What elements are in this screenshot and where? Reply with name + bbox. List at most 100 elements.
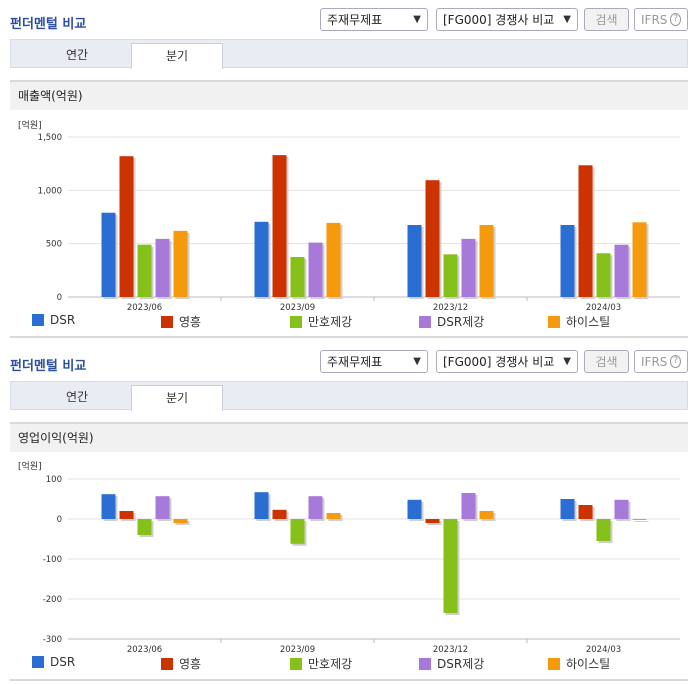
bar[interactable] [326, 513, 341, 519]
bar[interactable] [614, 244, 629, 297]
divider [10, 679, 688, 681]
chevron-down-icon: ▼ [563, 356, 571, 367]
x-tick-label: 2023/09 [280, 303, 315, 313]
legend-item[interactable]: DSR [32, 313, 75, 327]
bar[interactable] [479, 511, 494, 519]
operating-profit-chart: -300 -200 -100 0 100 2023/06 2023/09 2023/12 202… [43, 475, 680, 655]
compare-select[interactable]: [FG000] 경쟁사 비교 ▼ [436, 8, 578, 31]
legend-swatch [161, 657, 173, 670]
unit-label: [억원] [18, 121, 42, 131]
bar[interactable] [407, 499, 422, 519]
bar[interactable] [443, 519, 458, 613]
bar[interactable] [560, 499, 575, 519]
legend-label: DSR [50, 655, 76, 669]
bar[interactable] [272, 509, 287, 519]
bar[interactable] [119, 511, 134, 519]
legend-label: DSR [50, 313, 76, 327]
bar[interactable] [254, 492, 269, 519]
ifrs-button[interactable]: IFRS? [634, 8, 688, 31]
legend-swatch [290, 315, 302, 328]
bar[interactable] [119, 156, 134, 297]
bar[interactable] [137, 519, 152, 535]
bar[interactable] [578, 505, 593, 519]
bar[interactable] [308, 496, 323, 519]
legend-item[interactable]: 하이스틸 [548, 313, 610, 330]
y-tick-label: -100 [43, 555, 62, 565]
compare-select[interactable]: [FG000] 경쟁사 비교 ▼ [436, 350, 578, 373]
bar[interactable] [479, 225, 494, 297]
bar[interactable] [596, 519, 611, 541]
bar[interactable] [155, 238, 170, 297]
bar[interactable] [101, 494, 116, 519]
statement-select[interactable]: 주재무제표 ▼ [320, 350, 428, 373]
bar[interactable] [407, 225, 422, 297]
bar[interactable] [614, 499, 629, 519]
legend-item[interactable]: 하이스틸 [548, 655, 610, 672]
tab-quarterly[interactable]: 분기 [131, 43, 223, 69]
legend-swatch [419, 315, 431, 328]
bar[interactable] [425, 519, 440, 523]
search-button[interactable]: 검색 [584, 350, 629, 373]
help-icon: ? [670, 355, 681, 368]
chevron-down-icon: ▼ [413, 356, 421, 367]
x-tick-label: 2023/06 [127, 303, 162, 313]
ifrs-button[interactable]: IFRS? [634, 350, 688, 373]
tab-annual[interactable]: 연간 [65, 48, 89, 62]
y-tick-label: -200 [43, 595, 62, 605]
statement-select-value: 주재무제표 [327, 355, 383, 369]
bar[interactable] [632, 519, 647, 520]
bar[interactable] [461, 493, 476, 519]
section-title: 영업이익(억원) [10, 422, 688, 452]
bar-shadow [634, 521, 649, 522]
y-tick-label: 1,500 [38, 133, 62, 143]
bar[interactable] [596, 253, 611, 297]
legend-label: DSR제강 [437, 315, 485, 329]
bar[interactable] [578, 165, 593, 297]
legend-item[interactable]: 영흥 [161, 313, 201, 330]
ifrs-label: IFRS [641, 354, 668, 369]
legend-swatch [290, 657, 302, 670]
bar[interactable] [443, 254, 458, 297]
bar[interactable] [308, 242, 323, 297]
tab-quarterly[interactable]: 분기 [131, 385, 223, 411]
legend-swatch [419, 657, 431, 670]
statement-select[interactable]: 주재무제표 ▼ [320, 8, 428, 31]
x-tick-label: 2024/03 [586, 645, 621, 655]
y-tick-label: 500 [46, 240, 62, 250]
x-tick-label: 2024/03 [586, 303, 621, 313]
compare-select-value: [FG000] 경쟁사 비교 [443, 13, 555, 27]
legend-item[interactable]: DSR제강 [419, 313, 484, 330]
search-button[interactable]: 검색 [584, 8, 629, 31]
divider [10, 336, 688, 338]
bar[interactable] [632, 222, 647, 297]
panel-title: 펀더멘털 비교 [10, 359, 87, 374]
bar[interactable] [425, 180, 440, 297]
bar[interactable] [326, 222, 341, 297]
legend-swatch [32, 656, 44, 668]
legend-item[interactable]: 만호제강 [290, 655, 352, 672]
legend-swatch [548, 315, 560, 328]
y-tick-label: 100 [46, 475, 62, 485]
y-tick-label: 0 [57, 293, 62, 303]
legend-label: 영흥 [179, 315, 202, 329]
bar[interactable] [137, 244, 152, 297]
bar[interactable] [290, 257, 305, 297]
bar[interactable] [461, 238, 476, 297]
y-tick-label: 0 [57, 515, 62, 525]
bar[interactable] [101, 212, 116, 297]
bar[interactable] [290, 519, 305, 544]
bar[interactable] [254, 221, 269, 297]
tab-annual[interactable]: 연간 [65, 390, 89, 404]
legend-item[interactable]: DSR [32, 655, 75, 669]
legend-item[interactable]: DSR제강 [419, 655, 484, 672]
bar[interactable] [272, 155, 287, 297]
legend-item[interactable]: 만호제강 [290, 313, 352, 330]
bar[interactable] [560, 225, 575, 297]
bar[interactable] [173, 519, 188, 523]
ifrs-label: IFRS [641, 12, 668, 27]
unit-label: [억원] [18, 462, 42, 472]
legend-item[interactable]: 영흥 [161, 655, 201, 672]
bar[interactable] [155, 496, 170, 519]
section-title: 매출액(억원) [10, 80, 688, 110]
bar[interactable] [173, 230, 188, 297]
